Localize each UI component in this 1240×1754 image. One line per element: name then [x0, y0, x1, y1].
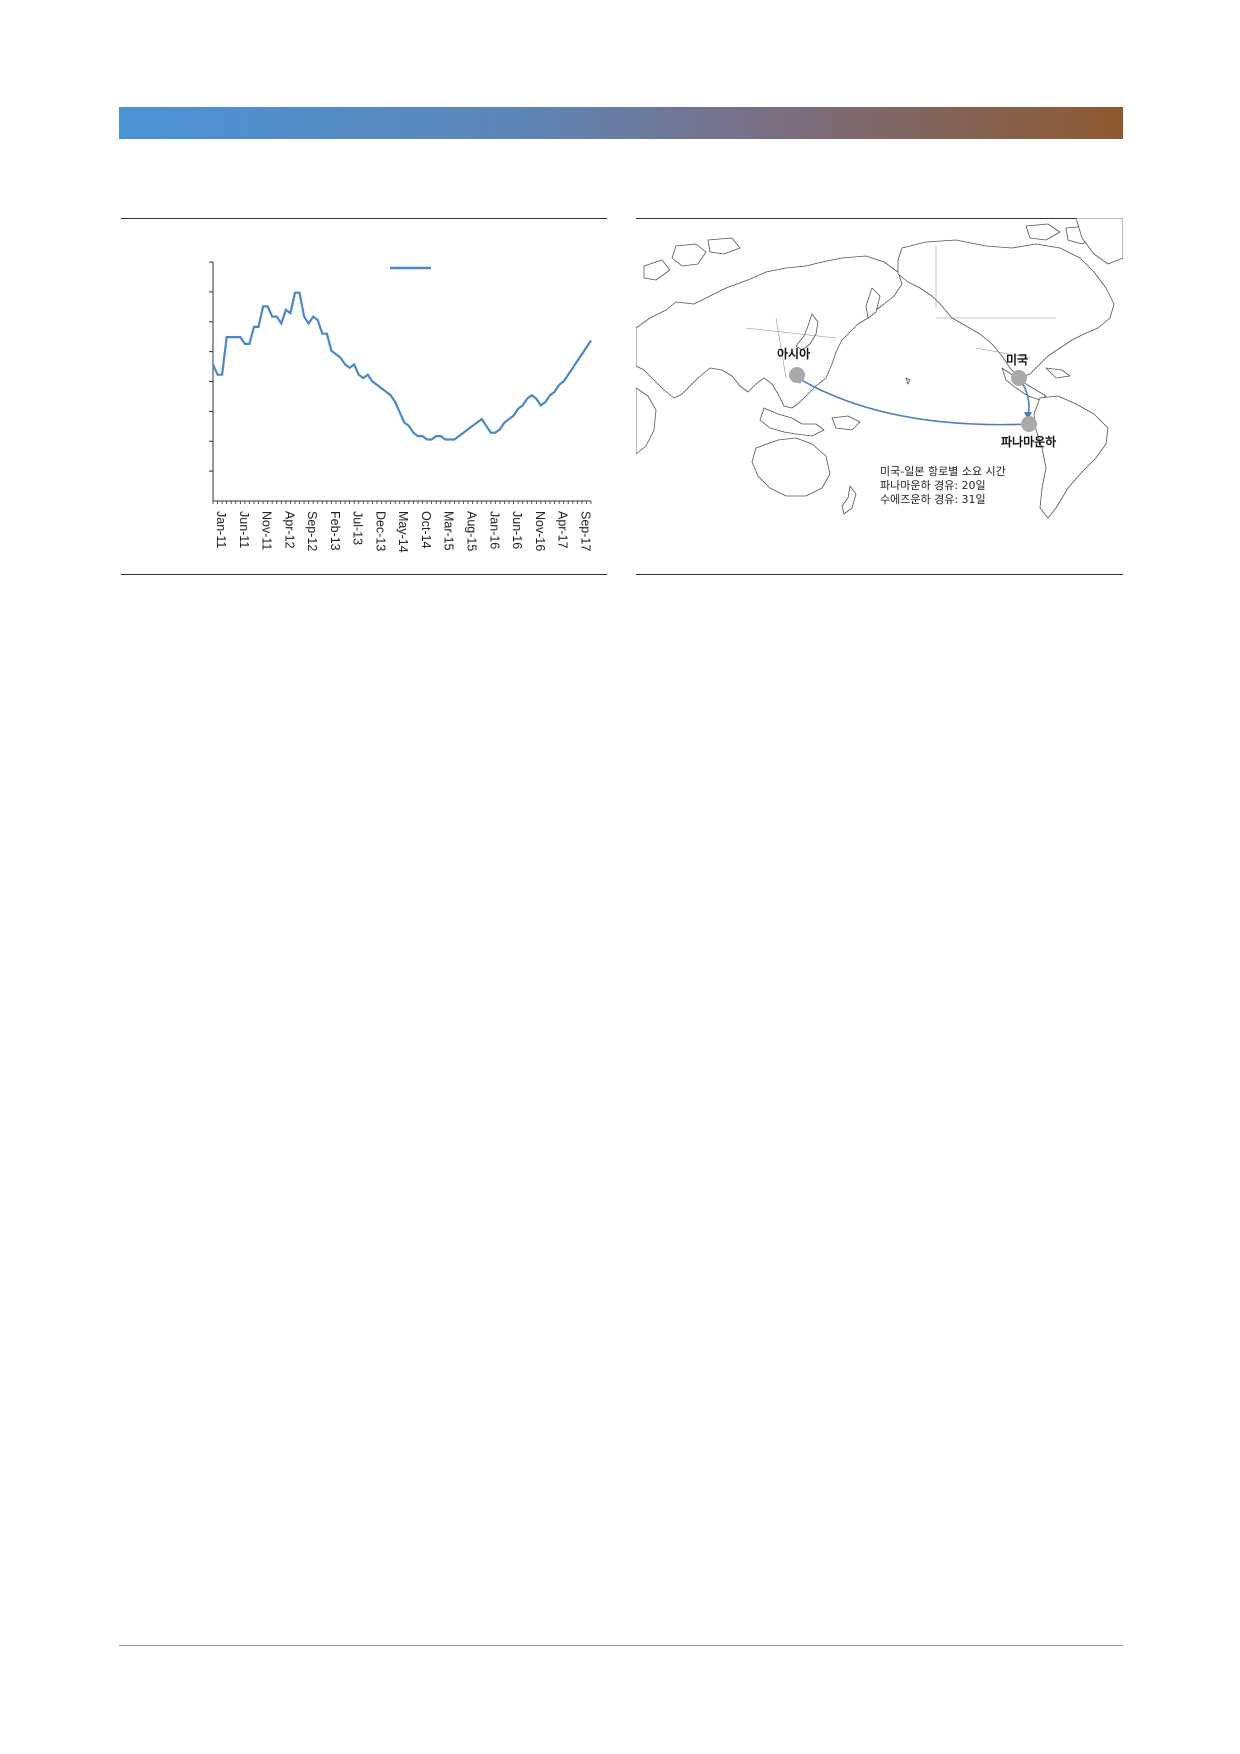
x-tick-label: Nov-11: [260, 511, 274, 550]
note-title: 미국-일본 항로별 소요 시간: [880, 464, 1006, 478]
x-tick-label: Jan-16: [487, 511, 501, 549]
x-tick-label: Jun-11: [237, 511, 251, 548]
note-panama-route: 파나마운하 경유: 20일: [880, 478, 986, 492]
header-color-band: [119, 107, 1123, 139]
x-tick-label: Mar-15: [442, 511, 456, 551]
land-north-america: [897, 239, 1115, 379]
line-chart: Jan-11 Jun-11 Nov-11 Apr-12 Sep-12 Feb-13 Jul-…: [209, 261, 592, 553]
chart-panel-bottom-rule: [121, 574, 607, 575]
x-tick-label: Sep-12: [305, 511, 319, 551]
x-tick-label: Apr-17: [556, 511, 570, 549]
x-tick-label: Oct-14: [419, 511, 433, 549]
border-usa-mexico: [975, 347, 1031, 359]
x-tick-label: Feb-13: [328, 511, 342, 551]
x-ticks: [212, 501, 592, 504]
x-tick-label: Dec-13: [373, 511, 387, 551]
x-tick-label: Jan-11: [214, 511, 228, 548]
land-new-zealand: [841, 485, 857, 515]
world-map: 아시아 미국 파나마운하 미국-일본 항로별 소요 시간 파나마운하 경유: 2…: [636, 218, 1123, 519]
marker-asia: [789, 367, 805, 383]
x-tick-label: Sep-17: [578, 511, 592, 551]
x-tick-label: Apr-12: [282, 511, 296, 549]
x-tick-label: May-14: [396, 511, 410, 553]
label-asia: 아시아: [777, 346, 810, 361]
land-caribbean: [1045, 367, 1071, 379]
land-arctic-islands: [643, 237, 741, 281]
marker-panama: [1021, 416, 1037, 432]
chart-panel: Jan-11 Jun-11 Nov-11 Apr-12 Sep-12 Feb-13 Jul-…: [121, 218, 607, 575]
route-arc: [797, 377, 1030, 426]
chart-panel-top-rule: [121, 218, 607, 219]
land-japan: [795, 313, 819, 351]
marker-usa: [1011, 370, 1027, 386]
x-tick-label: Jul-13: [351, 511, 365, 545]
x-tick-labels: Jan-11 Jun-11 Nov-11 Apr-12 Sep-12 Feb-13 Jul-…: [214, 511, 592, 553]
x-tick-label: Nov-16: [533, 511, 547, 551]
land-australia: [751, 437, 831, 497]
note-suez-route: 수에즈운하 경유: 31일: [880, 492, 986, 506]
footer-rule: [119, 1645, 1123, 1646]
map-panel: 아시아 미국 파나마운하 미국-일본 항로별 소요 시간 파나마운하 경유: 2…: [636, 218, 1123, 575]
x-tick-label: Jun-16: [510, 511, 524, 549]
label-panama: 파나마운하: [1001, 434, 1056, 449]
y-ticks: [209, 261, 213, 472]
land-greenland: [1075, 218, 1123, 265]
map-panel-bottom-rule: [636, 574, 1123, 575]
land-eurasia: [636, 255, 903, 409]
route-usa-panama-arrowhead: [1024, 412, 1032, 420]
series-line: [211, 291, 592, 441]
map-panel-top-rule: [636, 218, 1123, 219]
land-southeast-asia: [759, 407, 861, 437]
label-usa: 미국: [1006, 352, 1028, 367]
border-china: [745, 317, 837, 379]
land-africa-edge: [636, 387, 657, 455]
land-kamchatka: [865, 287, 881, 319]
x-tick-label: Aug-15: [464, 511, 478, 551]
land-hawaii: [905, 377, 911, 385]
land-south-america: [1033, 395, 1109, 519]
